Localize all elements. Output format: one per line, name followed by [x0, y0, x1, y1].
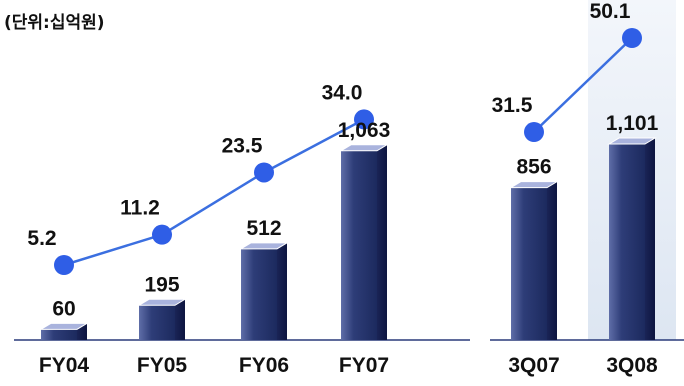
x-tick-label-3q08: 3Q08 [606, 354, 658, 377]
x-tick-label-3q07: 3Q07 [508, 354, 559, 377]
line-point-fy07 [354, 109, 374, 130]
line-value-label-fy04: 5.2 [27, 227, 56, 250]
line-value-label-3q07: 31.5 [492, 94, 533, 117]
x-tick-label-fy06: FY06 [239, 354, 289, 377]
bar-side-fy04 [77, 323, 87, 340]
bar-3q07 [509, 181, 559, 340]
bar-front-fy05 [139, 305, 175, 340]
unit-label: (단위:십억원) [4, 13, 105, 33]
line-point-fy05 [152, 224, 172, 245]
bar-value-label-3q08: 1,101 [606, 112, 659, 135]
bar-front-3q08 [609, 144, 645, 340]
bar-front-fy07 [341, 150, 377, 340]
bar-value-label-fy07: 1,063 [338, 119, 391, 142]
bar-value-label-fy05: 195 [144, 273, 179, 296]
bar-top-fy06 [239, 242, 289, 250]
line-value-label-3q08: 50.1 [590, 0, 631, 23]
line-point-3q07 [524, 122, 544, 143]
line-point-3q08 [622, 28, 642, 48]
bar-side-3q08 [645, 138, 655, 340]
bar-3q08 [607, 137, 657, 340]
bar-top-3q08 [607, 137, 657, 145]
bar-front-3q07 [511, 187, 547, 340]
bar-side-3q07 [547, 181, 557, 340]
bar-top-3q07 [509, 181, 559, 189]
x-tick-label-fy07: FY07 [339, 354, 389, 377]
bar-fy05 [137, 298, 187, 340]
bar-top-fy04 [39, 322, 89, 330]
bar-value-label-3q07: 856 [516, 156, 551, 179]
line-value-label-fy06: 23.5 [222, 134, 263, 157]
line-value-label-fy07: 34.0 [322, 81, 363, 104]
line-point-fy04 [54, 255, 74, 275]
bar-value-label-fy04: 60 [52, 297, 75, 320]
bar-value-label-fy06: 512 [246, 217, 281, 240]
bar-side-fy07 [377, 144, 387, 340]
x-tick-label-fy04: FY04 [39, 354, 90, 377]
series-line-1 [63, 118, 365, 267]
bar-fy07 [339, 144, 389, 340]
bar-front-fy04 [41, 329, 77, 340]
line-point-fy06 [254, 162, 274, 183]
bar-top-fy05 [137, 298, 187, 306]
bar-fy04 [39, 322, 89, 340]
line-value-label-fy05: 11.2 [120, 197, 160, 220]
bar-fy06 [239, 242, 289, 340]
bar-top-fy07 [339, 144, 389, 152]
x-tick-label-fy05: FY05 [137, 354, 188, 377]
bar-side-fy06 [277, 242, 287, 340]
series-line-2 [533, 37, 633, 133]
bar-side-fy05 [175, 299, 185, 340]
bar-front-fy06 [241, 248, 277, 340]
